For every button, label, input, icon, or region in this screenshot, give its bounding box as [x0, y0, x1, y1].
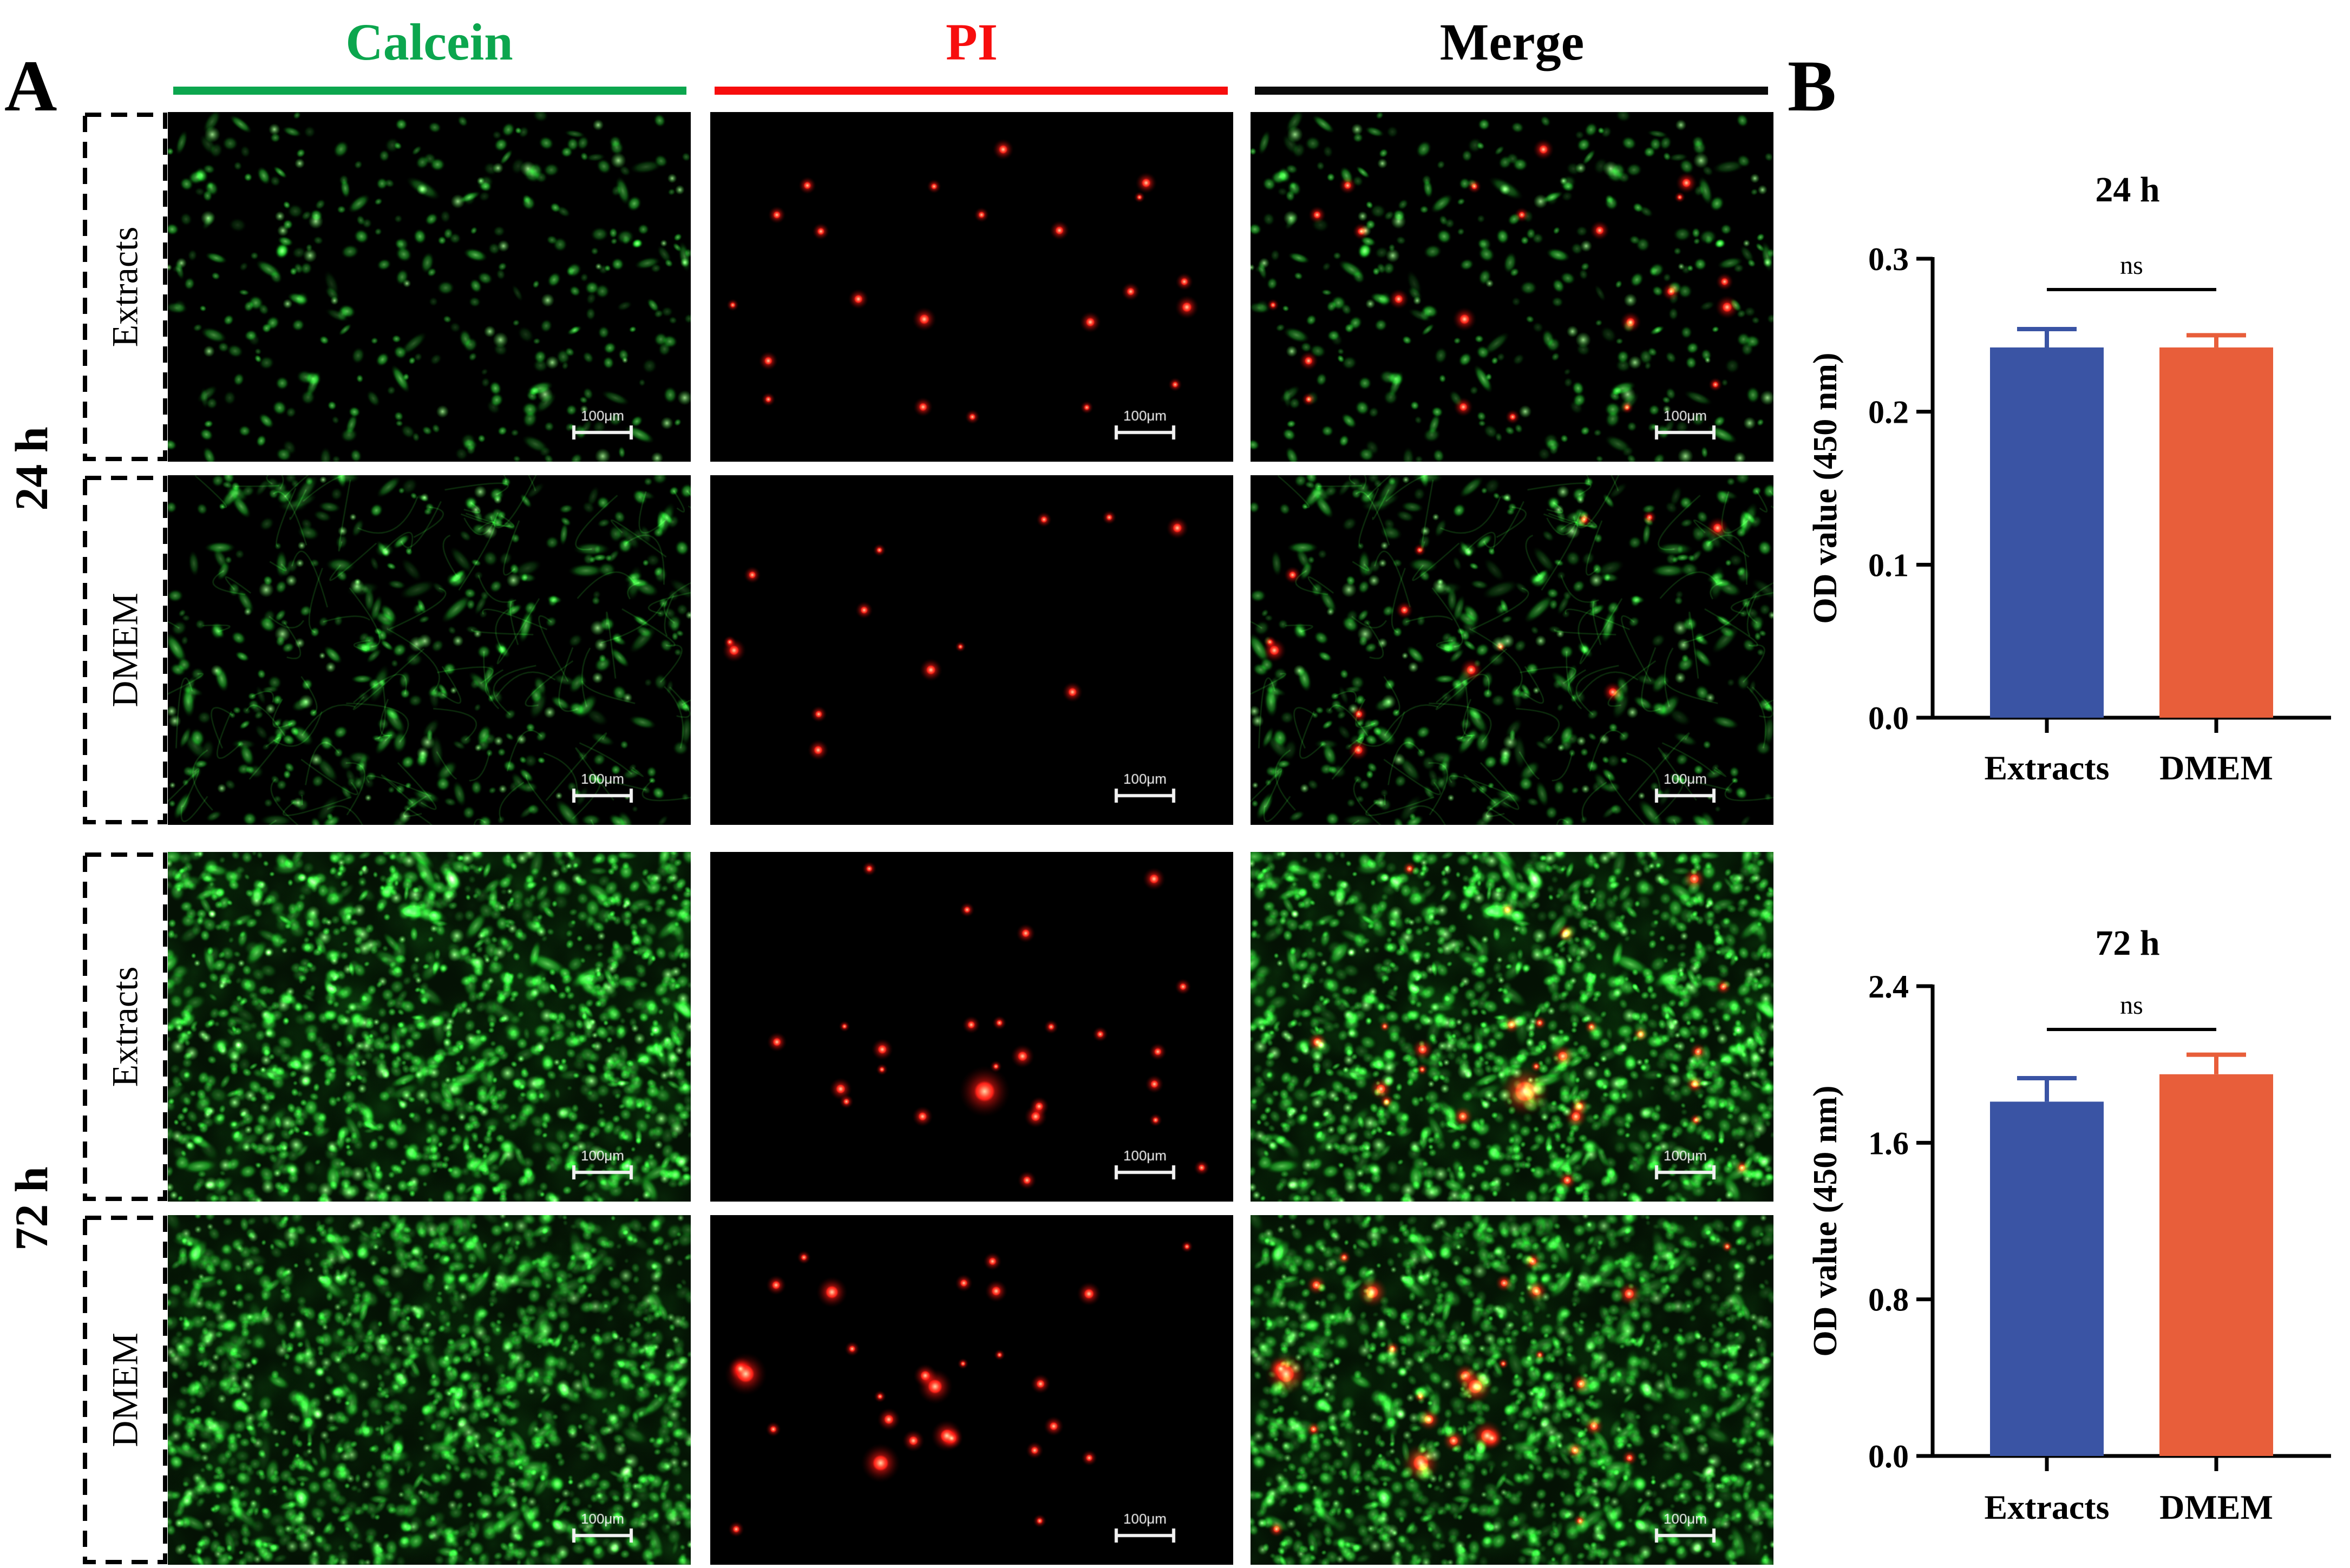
- row-box-72h-extracts: Extracts: [82, 852, 168, 1202]
- y-tick-label: 0.3: [1868, 241, 1909, 277]
- y-axis-label: OD value (450 nm): [1807, 1085, 1844, 1356]
- bar-chart-24h: 24 h 0.0 0.1 0.2 0.3 OD value (450 nm) Extract…: [1807, 170, 2331, 787]
- dashed-border: [83, 852, 167, 1201]
- significance-label: ns: [2120, 251, 2143, 280]
- row-label-24h-extracts: Extracts: [104, 226, 146, 347]
- column-header-label-1: PI: [946, 13, 998, 71]
- row-box-24h-extracts: Extracts: [82, 112, 168, 462]
- micrograph-24h-dmem-pi: [710, 475, 1233, 825]
- dashed-border: [83, 476, 167, 824]
- panel-b-label: B: [1788, 46, 1837, 127]
- y-tick-label: 0.0: [1868, 1439, 1909, 1474]
- column-underline-2: [1255, 87, 1768, 95]
- row-box-24h-dmem: DMEM: [82, 475, 168, 825]
- group-label-24h: 24 h: [5, 427, 57, 511]
- micrograph-24h-extracts-calcein: [168, 112, 691, 462]
- dashed-border: [83, 113, 167, 461]
- column-header-label-2: Merge: [1439, 13, 1585, 71]
- micrograph-24h-extracts-merge: [1251, 112, 1773, 462]
- x-category-label: Extracts: [1984, 749, 2109, 787]
- micrograph-72h-extracts-merge: [1251, 852, 1773, 1202]
- micrograph-72h-extracts-pi: [710, 852, 1233, 1202]
- micrograph-72h-extracts-calcein: [168, 852, 691, 1202]
- column-header-label-0: Calcein: [345, 13, 513, 71]
- micrograph-72h-dmem-merge: [1251, 1215, 1773, 1565]
- x-category-label: DMEM: [2159, 1488, 2273, 1526]
- bar-extracts: [1990, 347, 2104, 718]
- micrograph-72h-dmem-calcein: [168, 1215, 691, 1565]
- micrograph-24h-dmem-merge: [1251, 475, 1773, 825]
- micrograph-72h-dmem-pi: [710, 1215, 1233, 1565]
- y-tick-label: 0.1: [1868, 547, 1909, 583]
- y-tick-label: 0.8: [1868, 1282, 1909, 1318]
- y-tick-label: 0.0: [1868, 700, 1909, 736]
- column-underline-0: [173, 87, 686, 95]
- y-tick-label: 0.2: [1868, 395, 1909, 430]
- x-category-label: DMEM: [2159, 749, 2273, 787]
- column-underline-1: [715, 87, 1228, 95]
- micrograph-24h-dmem-calcein: [168, 475, 691, 825]
- dashed-border: [83, 1216, 167, 1564]
- row-label-72h-dmem: DMEM: [104, 1333, 146, 1447]
- panel-a-label: A: [4, 46, 57, 127]
- y-tick-label: 2.4: [1868, 969, 1909, 1005]
- bar-dmem: [2159, 1074, 2273, 1456]
- y-tick-label: 1.6: [1868, 1125, 1909, 1161]
- x-category-label: Extracts: [1984, 1488, 2109, 1526]
- significance-label: ns: [2120, 991, 2143, 1020]
- bar-chart-72h: 72 h 0.0 0.8 1.6 2.4 OD value (450 nm) Extract…: [1807, 923, 2331, 1526]
- y-axis-label: OD value (450 nm): [1807, 352, 1844, 624]
- bar-dmem: [2159, 347, 2273, 718]
- micrograph-24h-extracts-pi: [710, 112, 1233, 462]
- row-label-72h-extracts: Extracts: [104, 966, 146, 1087]
- chart-title: 24 h: [2095, 170, 2159, 209]
- chart-title: 72 h: [2095, 923, 2159, 963]
- row-box-72h-dmem: DMEM: [82, 1215, 168, 1565]
- bar-extracts: [1990, 1101, 2104, 1456]
- group-label-72h: 72 h: [5, 1166, 57, 1251]
- row-label-24h-dmem: DMEM: [104, 593, 146, 707]
